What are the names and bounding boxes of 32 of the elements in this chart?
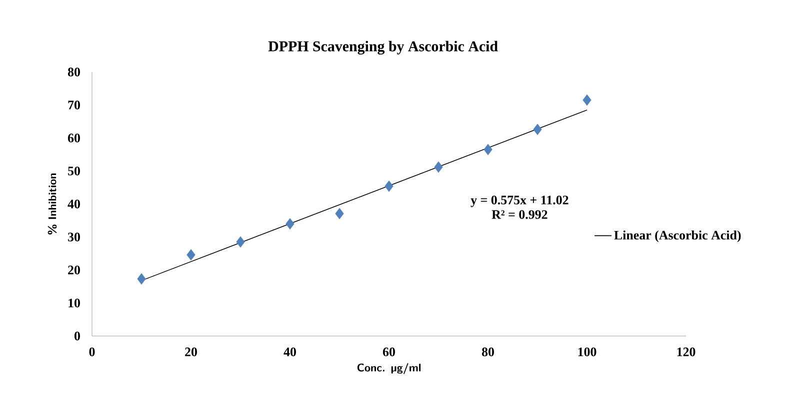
- x-tick-label: 100: [578, 348, 596, 356]
- x-tick-label: 120: [677, 348, 696, 356]
- point: [286, 218, 294, 230]
- y-tick-label: 20: [68, 266, 80, 274]
- x-tick-label: 0: [89, 348, 95, 356]
- y-tick-label: 10: [68, 298, 80, 308]
- point: [533, 124, 542, 136]
- y-tick-label: 60: [68, 134, 80, 142]
- y-tick-label: 80: [68, 68, 80, 76]
- y-tick-label: 40: [68, 200, 80, 208]
- point: [186, 249, 196, 260]
- y-tick-label: 70: [68, 100, 80, 110]
- y-axis-title: % Inhibition: [48, 173, 57, 235]
- point: [484, 144, 492, 156]
- chart-title: DPPH Scavenging by Ascorbic Acid: [268, 40, 498, 55]
- point: [236, 236, 245, 248]
- point: [335, 208, 344, 220]
- y-tick-label: 30: [68, 232, 80, 242]
- legend-label: Linear (Ascorbic Acid): [614, 230, 741, 242]
- annotation: y = 0.575x + 11.02: [470, 196, 568, 208]
- point: [582, 94, 592, 106]
- x-axis-title: Conc. µg/ml: [357, 363, 421, 374]
- y-tick-label: 50: [68, 166, 80, 176]
- x-tick-label: 40: [284, 348, 296, 356]
- y-tick-label: 0: [74, 332, 80, 340]
- x-tick-label: 60: [382, 348, 395, 356]
- point: [434, 161, 443, 173]
- x-tick-label: 20: [185, 348, 197, 356]
- annotation: R² = 0.992: [492, 210, 548, 219]
- x-tick-label: 80: [482, 348, 494, 356]
- point: [384, 180, 394, 192]
- point: [137, 273, 146, 285]
